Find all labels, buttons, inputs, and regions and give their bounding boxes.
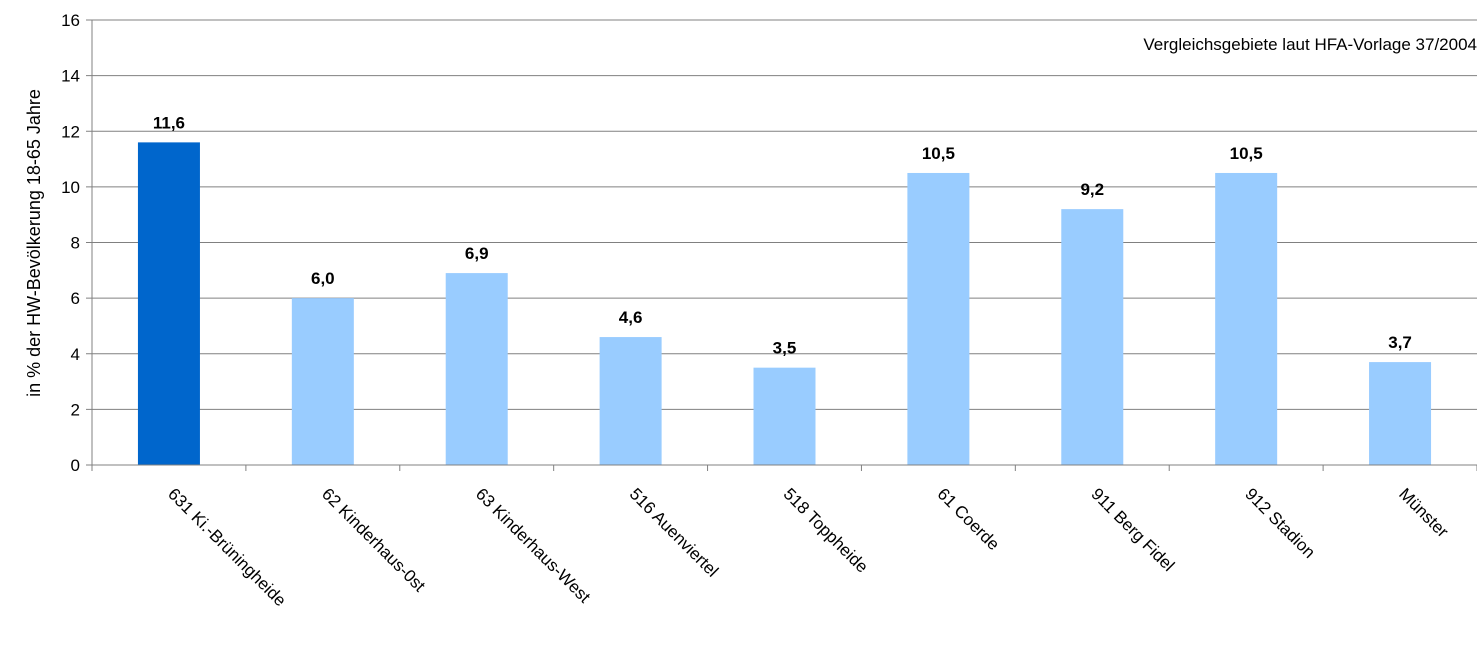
data-label: 3,5 bbox=[773, 339, 797, 358]
data-label: 11,6 bbox=[153, 113, 185, 132]
category-label: 63 Kinderhaus-West bbox=[472, 484, 594, 606]
y-axis-title: in % der HW-Bevölkerung 18-65 Jahre bbox=[24, 89, 44, 397]
bar bbox=[599, 337, 662, 465]
data-label: 10,5 bbox=[922, 144, 955, 163]
category-label: 62 Kinderhaus-0st bbox=[318, 484, 429, 595]
data-label: 9,2 bbox=[1080, 180, 1104, 199]
bar bbox=[753, 367, 816, 465]
bar bbox=[907, 172, 970, 465]
bars bbox=[137, 142, 1432, 465]
bar bbox=[1215, 172, 1278, 465]
y-tick-label: 2 bbox=[71, 400, 80, 419]
category-label: 911 Berg Fidel bbox=[1087, 484, 1178, 575]
y-tick-label: 10 bbox=[61, 178, 80, 197]
category-label: 61 Coerde bbox=[934, 484, 1004, 554]
y-tick-label: 6 bbox=[71, 289, 80, 308]
data-label: 10,5 bbox=[1230, 144, 1263, 163]
bar bbox=[1061, 209, 1124, 465]
y-tick-label: 14 bbox=[61, 67, 80, 86]
bar bbox=[445, 273, 508, 465]
data-label: 4,6 bbox=[619, 308, 643, 327]
y-tick-label: 16 bbox=[61, 11, 80, 30]
bar bbox=[291, 298, 354, 465]
y-tick-label: 8 bbox=[71, 234, 80, 253]
data-label: 3,7 bbox=[1388, 333, 1412, 352]
bar bbox=[1369, 362, 1432, 465]
category-label: 912 Stadion bbox=[1241, 484, 1319, 562]
data-label: 6,0 bbox=[311, 269, 335, 288]
y-tick-label: 0 bbox=[71, 456, 80, 475]
y-tick-label: 12 bbox=[61, 122, 80, 141]
data-label: 6,9 bbox=[465, 244, 489, 263]
category-label: Münster bbox=[1395, 484, 1452, 541]
y-tick-label: 4 bbox=[71, 345, 80, 364]
bar bbox=[137, 142, 200, 465]
axes bbox=[86, 19, 1477, 471]
category-label: 518 Toppheide bbox=[780, 484, 872, 576]
category-label: 631 Ki.-Brüningheide bbox=[164, 484, 290, 610]
chart-annotation: Vergleichsgebiete laut HFA-Vorlage 37/20… bbox=[1143, 35, 1477, 54]
category-label: 516 Auenviertel bbox=[626, 484, 722, 580]
